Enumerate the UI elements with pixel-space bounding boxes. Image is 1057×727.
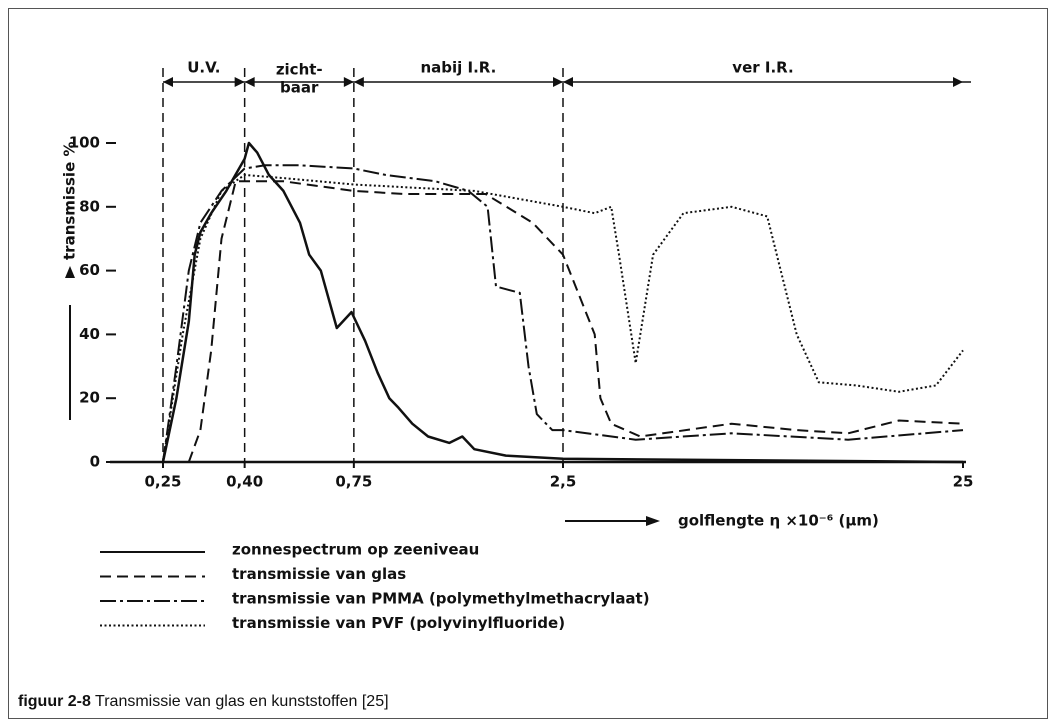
region-arrow bbox=[563, 77, 573, 87]
region-label: nabij I.R. bbox=[420, 59, 496, 77]
x-axis-label: golflengte η ×10⁻⁶ (μm) bbox=[678, 512, 879, 530]
series-line bbox=[187, 180, 964, 463]
legend-label: transmissie van glas bbox=[232, 565, 406, 583]
y-label-group: transmissie % bbox=[61, 142, 79, 420]
y-tick-label: 60 bbox=[79, 261, 100, 279]
x-arrow-head bbox=[646, 516, 660, 526]
region-arrow bbox=[553, 77, 563, 87]
x-tick-label: 25 bbox=[953, 473, 974, 491]
region-label: U.V. bbox=[187, 59, 220, 77]
series-line bbox=[162, 173, 964, 463]
region-label: zicht- bbox=[276, 61, 323, 79]
x-tick-label: 0,25 bbox=[144, 473, 181, 491]
region-arrow bbox=[343, 77, 354, 87]
region-label: ver I.R. bbox=[732, 59, 793, 77]
x-tick-label: 0,40 bbox=[226, 473, 263, 491]
y-tick-label: 20 bbox=[79, 389, 100, 407]
x-tick-label: 2,5 bbox=[550, 473, 577, 491]
caption-text: Transmissie van glas en kunststoffen [25… bbox=[95, 693, 388, 710]
y-arrow-head bbox=[65, 266, 75, 278]
region-arrow bbox=[244, 77, 255, 87]
x-tick-label: 0,75 bbox=[335, 473, 372, 491]
caption-label: figuur 2-8 bbox=[18, 693, 91, 710]
region-label: baar bbox=[280, 79, 319, 97]
legend-label: transmissie van PMMA (polymethylmethacry… bbox=[232, 590, 650, 608]
region-arrow bbox=[163, 77, 173, 87]
y-tick-label: 40 bbox=[79, 325, 100, 343]
legend-label: transmissie van PVF (polyvinylfluoride) bbox=[232, 614, 565, 632]
region-arrow bbox=[353, 77, 364, 87]
y-tick-label: 0 bbox=[90, 453, 100, 471]
series-line bbox=[161, 141, 964, 464]
series-line bbox=[162, 164, 964, 463]
y-axis-label: transmissie % bbox=[61, 142, 79, 261]
legend-label: zonnespectrum op zeeniveau bbox=[232, 541, 479, 559]
y-tick-label: 100 bbox=[69, 134, 100, 152]
frame bbox=[8, 8, 1048, 719]
region-arrow bbox=[953, 77, 963, 87]
region-arrow bbox=[234, 77, 245, 87]
caption: figuur 2-8 Transmissie van glas en kunst… bbox=[18, 693, 389, 710]
y-tick-label: 80 bbox=[79, 197, 100, 215]
